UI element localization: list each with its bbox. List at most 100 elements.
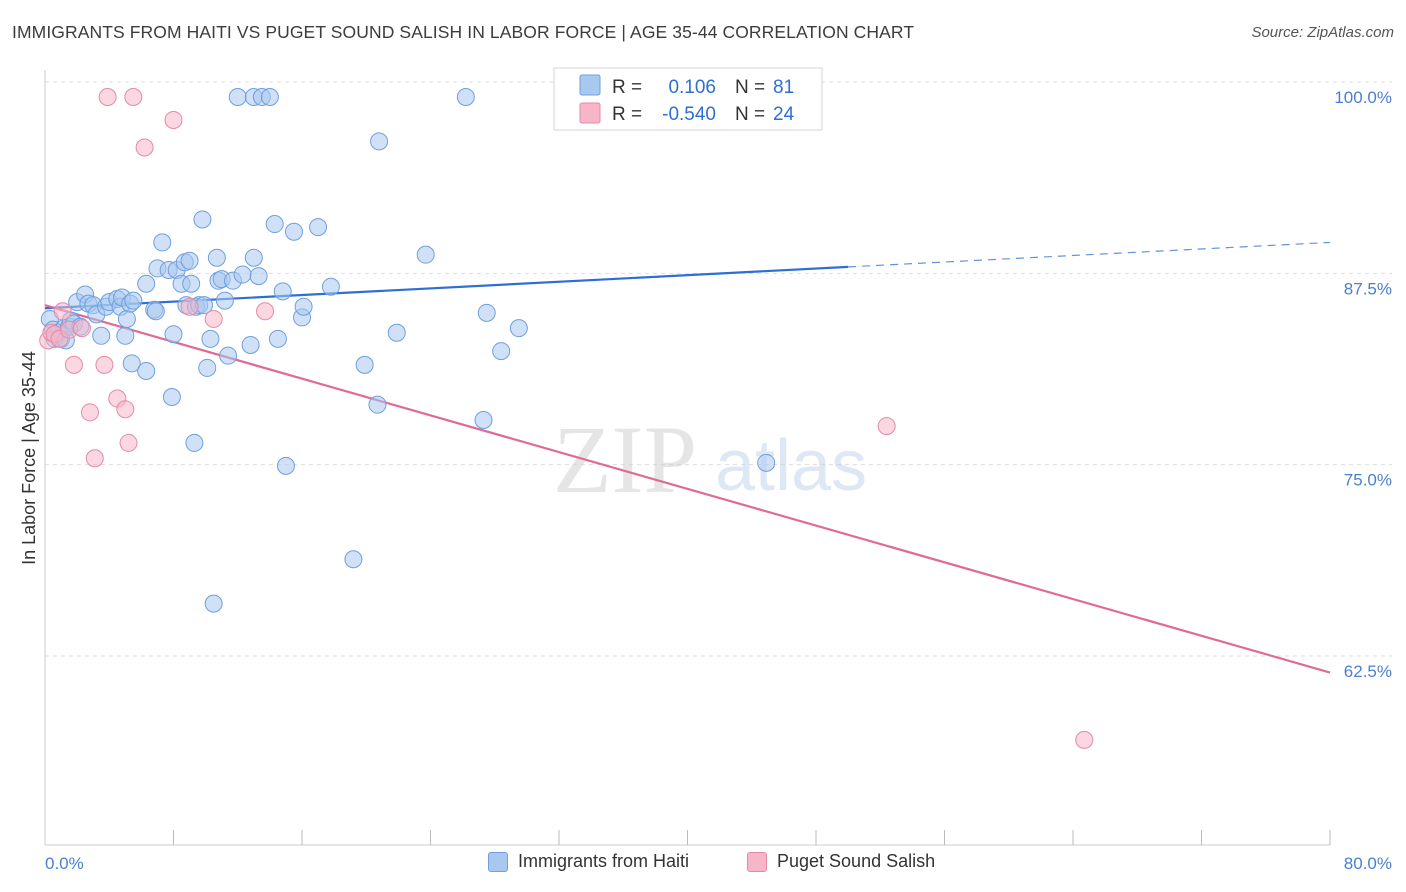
point-salish-10 [95,355,114,374]
legend-n-label-1: N = [735,77,765,98]
stats-legend: R = 0.106 N = 81 R = -0.540 N = 24 [553,67,823,131]
point-haiti-63 [260,88,279,106]
point-salish-4 [53,302,72,321]
chart-title: IMMIGRANTS FROM HAITI VS PUGET SOUND SAL… [12,22,915,42]
point-haiti-41 [182,274,201,293]
legend-swatch-haiti [579,74,601,96]
trendline-salish [44,304,1331,674]
y-tick-labels: 100.0% 87.5% 75.0% 62.5% [1334,88,1392,681]
series-legend: Immigrants from Haiti Puget Sound Salish [0,851,1406,877]
watermark-atlas: atlas [715,426,867,506]
watermark-zip: ZIP [553,406,697,513]
point-haiti-71 [309,218,328,237]
y-tick-label-2: 75.0% [1344,471,1392,490]
point-haiti-57 [233,265,252,284]
point-haiti-25 [124,291,143,310]
point-haiti-28 [137,361,156,380]
point-salish-22 [1075,730,1094,749]
point-haiti-56 [228,88,247,106]
trendline-haiti-projection [848,241,1331,268]
x-tick-label-1: 80.0% [1344,854,1392,873]
point-haiti-53 [215,291,234,310]
x-tick-labels: 0.0% 80.0% [45,854,1392,873]
point-haiti-76 [370,132,389,151]
point-haiti-73 [344,550,363,569]
legend-label-salish: Puget Sound Salish [777,851,936,871]
legend-r-value-2: -0.540 [662,104,716,125]
point-haiti-80 [474,410,493,429]
point-salish-9 [85,449,104,468]
point-haiti-83 [509,319,528,338]
point-haiti-74 [355,355,374,374]
data-points [39,88,1094,749]
point-salish-11 [98,88,117,106]
legend-label-haiti: Immigrants from Haiti [518,851,690,871]
x-tick-label-0: 0.0% [45,854,84,873]
point-haiti-70 [294,297,313,316]
point-haiti-32 [153,233,172,252]
point-haiti-79 [456,88,475,106]
point-salish-18 [180,297,199,316]
point-salish-19 [204,309,223,328]
point-haiti-75 [368,395,387,414]
point-haiti-67 [276,456,295,475]
point-salish-17 [164,110,183,129]
legend-item-salish[interactable]: Puget Sound Salish [747,851,935,872]
point-salish-16 [135,138,154,157]
point-haiti-47 [198,358,217,377]
point-haiti-60 [249,267,268,286]
point-haiti-59 [244,248,263,267]
point-haiti-78 [416,245,435,264]
legend-n-value-2: 24 [773,104,795,125]
point-salish-21 [877,417,896,436]
point-haiti-54 [219,346,238,365]
axes [44,70,1331,846]
point-salish-14 [119,433,138,452]
point-haiti-45 [193,210,212,229]
legend-n-label-2: N = [735,104,765,125]
y-tick-label-1: 87.5% [1344,279,1392,298]
point-haiti-35 [164,325,183,344]
legend-r-value-1: 0.106 [668,77,716,98]
point-haiti-81 [477,303,496,322]
point-haiti-26 [122,354,141,373]
y-axis-label: In Labor Force | Age 35-44 [19,351,39,565]
gridlines [45,81,1392,657]
watermark: ZIP atlas [553,406,867,513]
point-haiti-82 [492,342,511,361]
point-haiti-58 [241,335,260,354]
point-salish-15 [124,88,143,106]
legend-swatch-pink [747,851,767,872]
point-salish-8 [80,403,99,422]
legend-item-haiti[interactable]: Immigrants from Haiti [488,851,689,872]
legend-swatch-blue [488,851,508,872]
point-haiti-84 [757,453,776,472]
point-haiti-65 [268,329,287,348]
point-salish-13 [116,400,135,419]
point-haiti-77 [387,323,406,342]
point-haiti-16 [92,326,111,345]
point-haiti-68 [284,222,303,241]
point-haiti-66 [273,282,292,301]
point-haiti-23 [117,309,136,328]
point-haiti-49 [207,248,226,267]
point-haiti-42 [185,433,204,452]
y-tick-label-3: 62.5% [1344,662,1392,681]
point-haiti-27 [137,274,156,293]
legend-swatch-salish [579,102,601,124]
point-haiti-22 [116,326,135,345]
legend-r-label-2: R = [612,104,642,125]
point-salish-20 [256,302,275,321]
point-haiti-48 [201,329,220,348]
source-credit: Source: ZipAtlas.com [1251,24,1394,41]
point-salish-7 [72,319,91,338]
point-haiti-34 [162,388,181,407]
point-haiti-30 [146,302,165,321]
point-haiti-40 [180,251,199,270]
legend-r-label-1: R = [612,77,642,98]
y-tick-label-0: 100.0% [1334,88,1392,107]
point-haiti-51 [204,594,223,613]
point-haiti-64 [265,215,284,234]
legend-n-value-1: 81 [773,77,794,98]
